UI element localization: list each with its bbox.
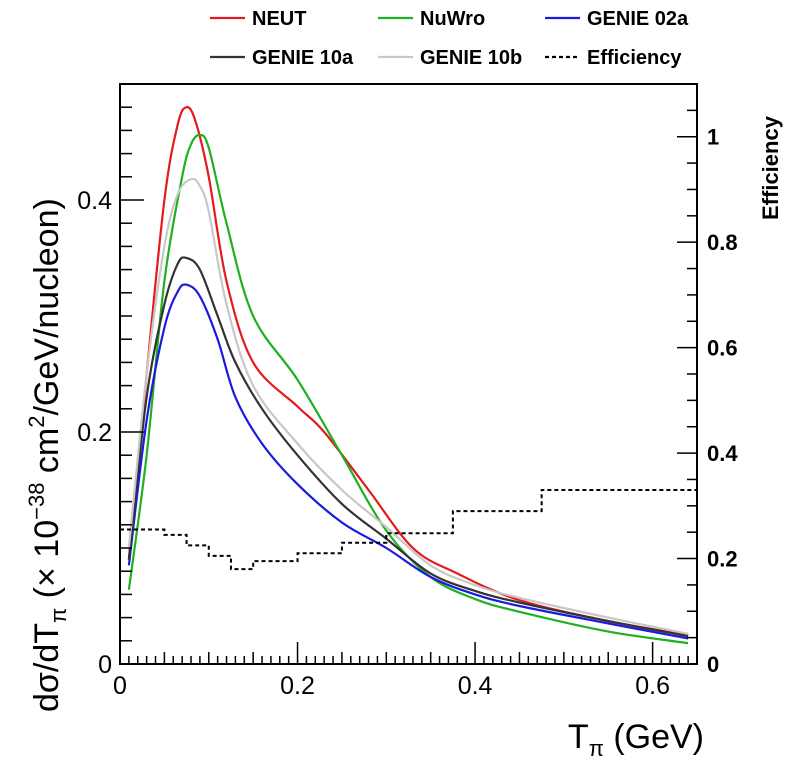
legend: NEUT NuWro GENIE 02a GENIE 10a GENIE 10b Effi… <box>210 8 689 69</box>
series-layer <box>120 106 697 645</box>
y2-tick-label: 0.4 <box>707 441 738 466</box>
y-tick-label: 0.4 <box>77 187 112 215</box>
y-axis: 0 0.2 0.4 <box>77 83 144 679</box>
legend-label: NEUT <box>252 8 306 30</box>
series-neut <box>127 106 689 637</box>
legend-label: GENIE 10a <box>252 47 354 69</box>
y2-tick-label: 1 <box>707 125 719 150</box>
y2-axis-title: Efficiency <box>758 115 783 220</box>
y2-tick-label: 0 <box>707 652 719 677</box>
legend-label: NuWro <box>420 8 485 30</box>
y2-tick-label: 0.6 <box>707 336 738 361</box>
y2-tick-label: 0.8 <box>707 230 738 255</box>
y-tick-label: 0 <box>98 651 112 679</box>
series-genie-10b <box>127 177 689 635</box>
x-tick-label: 0 <box>113 672 127 700</box>
y-tick-label: 0.2 <box>77 419 112 447</box>
y2-axis: 0 0.2 0.4 0.6 0.8 1 <box>677 83 738 677</box>
legend-label: Efficiency <box>587 47 682 69</box>
x-tick-label: 0.4 <box>458 672 493 700</box>
x-tick-label: 0.2 <box>280 672 315 700</box>
x-axis-title: Tπ (GeV) <box>568 718 704 761</box>
series-efficiency <box>120 489 697 571</box>
y2-tick-label: 0.2 <box>707 547 738 572</box>
x-tick-label: 0.6 <box>635 672 670 700</box>
legend-label: GENIE 02a <box>587 8 689 30</box>
series-nuwro <box>127 133 689 645</box>
series-genie-02a <box>127 283 689 640</box>
x-axis: 0 0.2 0.4 0.6 <box>113 642 698 700</box>
y-axis-title: dσ/dTπ (× 10−38 cm2/GeV/nucleon) <box>24 198 71 712</box>
series-genie-10a <box>127 256 689 638</box>
legend-label: GENIE 10b <box>420 47 522 69</box>
